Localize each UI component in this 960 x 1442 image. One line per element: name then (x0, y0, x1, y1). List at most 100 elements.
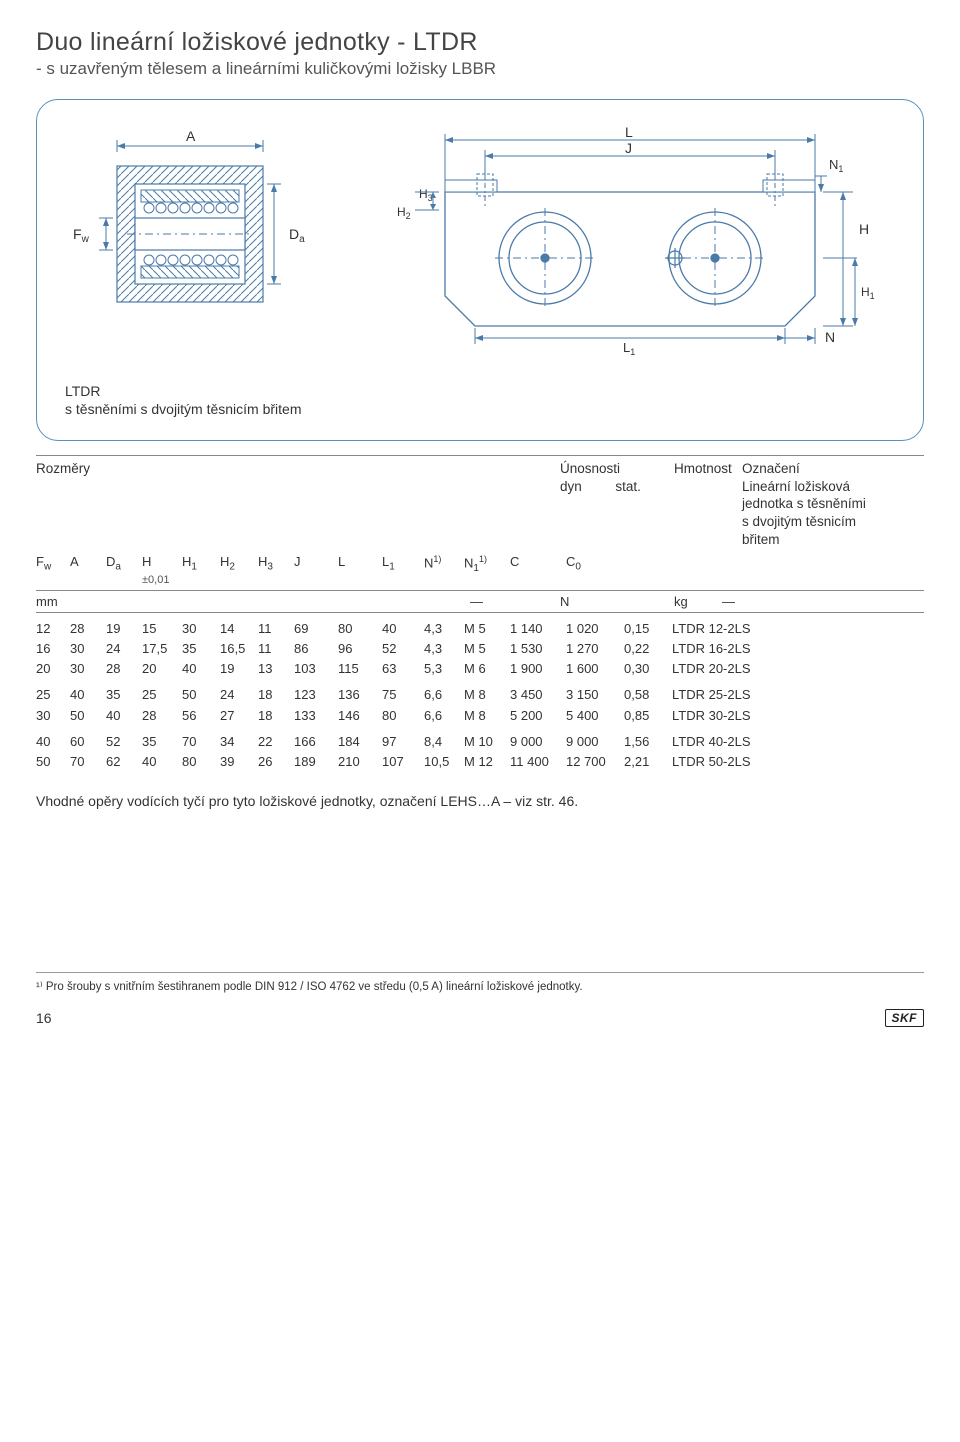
table-cell: LTDR 20-2LS (672, 659, 804, 679)
table-cell: 50 (70, 706, 106, 726)
table-row: 122819153014116980404,3M 51 1401 0200,15… (36, 619, 924, 639)
page-subtitle: - s uzavřeným tělesem a lineárními kulič… (36, 59, 924, 79)
col-sublabel (510, 574, 566, 586)
unit-kg: kg (674, 594, 722, 609)
col-label: J (294, 554, 338, 574)
table-cell: LTDR 40-2LS (672, 732, 804, 752)
table-cell: 210 (338, 752, 382, 772)
header-dyn: dyn (560, 479, 582, 494)
svg-text:L1: L1 (623, 340, 635, 357)
table-cell: 75 (382, 685, 424, 705)
table-cell: 11 400 (510, 752, 566, 772)
svg-text:N: N (825, 329, 835, 345)
table-cell: 1 140 (510, 619, 566, 639)
table-cell: 97 (382, 732, 424, 752)
table-cell: 1 530 (510, 639, 566, 659)
table-cell: 18 (258, 685, 294, 705)
table-cell: 34 (220, 732, 258, 752)
table-cell: 18 (258, 706, 294, 726)
col-sublabel (70, 574, 106, 586)
col-sublabel (464, 574, 510, 586)
table-cell: 80 (338, 619, 382, 639)
col-sublabel (220, 574, 258, 586)
col-sublabel (294, 574, 338, 586)
unit-mm: mm (36, 594, 470, 609)
table-cell: M 5 (464, 619, 510, 639)
col-label: A (70, 554, 106, 574)
table-body: 122819153014116980404,3M 51 1401 0200,15… (36, 619, 924, 772)
table-cell: 40 (142, 752, 182, 772)
table-cell: 14 (220, 619, 258, 639)
table-cell: 52 (106, 732, 142, 752)
table-cell: 0,85 (624, 706, 672, 726)
table-cell: 3 150 (566, 685, 624, 705)
header-oznaceni: Označení (742, 460, 924, 478)
table-cell: 22 (258, 732, 294, 752)
svg-text:N1: N1 (829, 157, 843, 174)
units-row: mm — N kg — (36, 590, 924, 613)
table-cell: 40 (106, 706, 142, 726)
col-sublabel (424, 574, 464, 586)
table-cell: 19 (106, 619, 142, 639)
table-cell: 60 (70, 732, 106, 752)
skf-logo: SKF (885, 1009, 925, 1027)
table-cell: 5,3 (424, 659, 464, 679)
table-cell: 96 (338, 639, 382, 659)
table-cell: 17,5 (142, 639, 182, 659)
table-cell: 40 (382, 619, 424, 639)
table-cell: 52 (382, 639, 424, 659)
col-label: L1 (382, 554, 424, 574)
table-cell: 40 (70, 685, 106, 705)
col-label: N1) (424, 554, 464, 574)
unit-dash-2: — (722, 594, 924, 609)
table-cell: 80 (382, 706, 424, 726)
table-cell: 146 (338, 706, 382, 726)
table-cell: 40 (36, 732, 70, 752)
table-cell: 5 400 (566, 706, 624, 726)
svg-text:L: L (625, 126, 633, 140)
svg-text:Da: Da (289, 226, 305, 245)
table-cell: 12 700 (566, 752, 624, 772)
table-cell: 69 (294, 619, 338, 639)
table-cell: 123 (294, 685, 338, 705)
table-cell: 35 (106, 685, 142, 705)
col-sublabel (106, 574, 142, 586)
table-row: 16302417,53516,5118696524,3M 51 5301 270… (36, 639, 924, 659)
table-cell: 8,4 (424, 732, 464, 752)
unit-N: N (560, 594, 674, 609)
svg-text:H1: H1 (861, 285, 875, 301)
table-cell: 30 (36, 706, 70, 726)
col-label: C0 (566, 554, 624, 574)
col-sublabel (566, 574, 624, 586)
table-cell: 19 (220, 659, 258, 679)
table-cell: 35 (142, 732, 182, 752)
header-hmotnost: Hmotnost (674, 461, 732, 476)
table-cell: 2,21 (624, 752, 672, 772)
table-cell: 40 (182, 659, 220, 679)
table-cell: 70 (70, 752, 106, 772)
table-cell: 16 (36, 639, 70, 659)
col-label (624, 554, 672, 574)
table-row: 20302820401913103115635,3M 61 9001 6000,… (36, 659, 924, 679)
diagram-caption-line1: LTDR (65, 382, 895, 400)
table-cell: 30 (182, 619, 220, 639)
diagram-cross-section: A Fw Da (65, 126, 335, 336)
table-cell: 0,30 (624, 659, 672, 679)
table-cell: 50 (182, 685, 220, 705)
diagram-panel: A Fw Da (36, 99, 924, 441)
table-cell: 9 000 (566, 732, 624, 752)
table-cell: 0,15 (624, 619, 672, 639)
col-sublabel (338, 574, 382, 586)
table-cell: 62 (106, 752, 142, 772)
header-stat: stat. (615, 479, 641, 494)
page-title: Duo lineární ložiskové jednotky - LTDR (36, 28, 924, 57)
col-label: H2 (220, 554, 258, 574)
table-cell: 5 200 (510, 706, 566, 726)
table-cell: M 6 (464, 659, 510, 679)
unit-dash-1: — (470, 594, 560, 609)
col-label: Fw (36, 554, 70, 574)
table-cell: 24 (220, 685, 258, 705)
page-number: 16 (36, 1010, 52, 1026)
table-cell: 25 (142, 685, 182, 705)
table-cell: M 8 (464, 685, 510, 705)
